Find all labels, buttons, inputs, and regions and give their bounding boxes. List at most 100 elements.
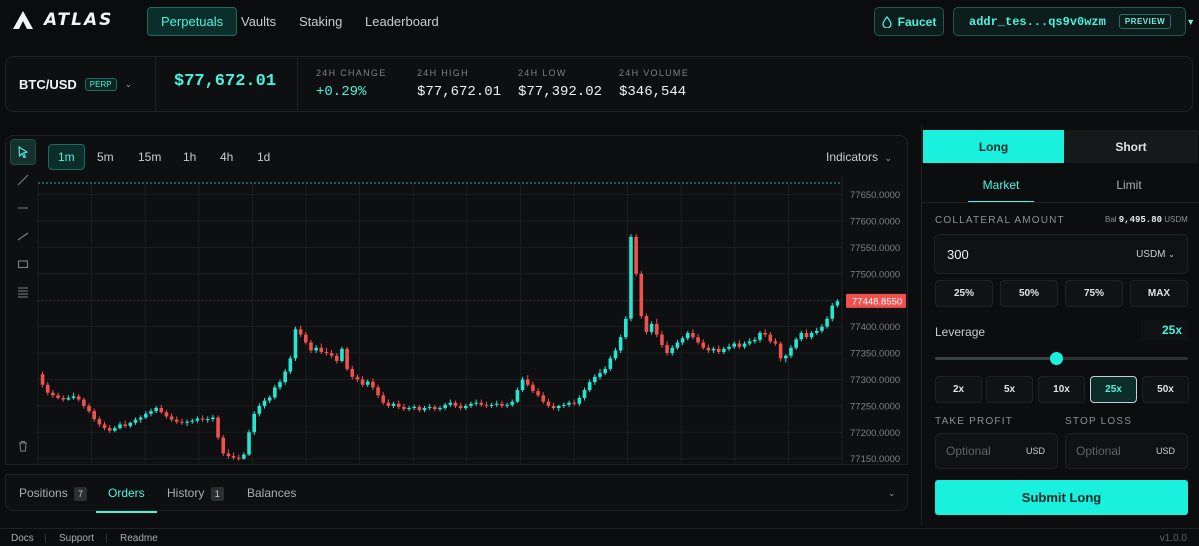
timeframe-1m[interactable]: 1m [48, 144, 85, 170]
submit-long-button[interactable]: Submit Long [935, 480, 1188, 515]
candle [453, 400, 458, 408]
rectangle-icon[interactable] [10, 251, 36, 277]
nav-tab-staking[interactable]: Staking [299, 14, 343, 29]
candle [525, 375, 530, 387]
candle [221, 434, 226, 457]
candle-body [665, 345, 669, 354]
leverage-10x-button[interactable]: 10x [1038, 376, 1085, 403]
candle [587, 379, 592, 393]
candle-body [40, 374, 45, 385]
timeframe-4h[interactable]: 4h [220, 150, 234, 164]
candle-body [257, 405, 262, 414]
ray-icon[interactable] [10, 223, 36, 249]
candle-body [113, 428, 117, 431]
percent-75-button[interactable]: 75% [1065, 280, 1123, 307]
horizontal-line-icon[interactable] [10, 195, 36, 221]
candle-body [144, 413, 148, 418]
balance-prefix: Bal [1105, 215, 1117, 224]
timeframe-1d[interactable]: 1d [257, 150, 271, 164]
footer-link-support[interactable]: Support [59, 533, 95, 544]
candle [211, 414, 215, 422]
candle-body [309, 342, 313, 351]
timeframe-5m[interactable]: 5m [97, 150, 114, 164]
candle [133, 417, 138, 425]
candle [118, 421, 122, 430]
candle-body [768, 334, 773, 342]
trend-line-icon[interactable] [10, 167, 36, 193]
leverage-slider-fill [935, 357, 1057, 360]
footer-link-docs[interactable]: Docs [11, 533, 34, 544]
logo[interactable]: ATLAS [12, 10, 113, 30]
timeframe-15m[interactable]: 15m [138, 150, 162, 164]
leverage-25x-button[interactable]: 25x [1090, 376, 1137, 403]
candle [144, 411, 148, 420]
candle [273, 384, 277, 400]
collateral-token-select[interactable]: USDM ⌄ [1136, 248, 1175, 260]
candle-body [515, 390, 520, 402]
short-tab[interactable]: Short [1064, 130, 1198, 163]
indicators-dropdown[interactable]: Indicators ⌄ [816, 144, 902, 170]
take-profit-input[interactable] [946, 444, 1026, 458]
candle [257, 403, 262, 417]
collateral-input[interactable]: 300 USDM ⌄ [934, 234, 1188, 274]
candle [422, 405, 427, 413]
leverage-2x-button[interactable]: 2x [935, 376, 982, 403]
candle-body [479, 402, 484, 405]
nav-tab-leaderboard[interactable]: Leaderboard [365, 14, 439, 29]
long-tab[interactable]: Long [923, 130, 1064, 163]
candle-body [185, 421, 189, 423]
max-button[interactable]: MAX [1130, 280, 1188, 307]
tab-history[interactable]: History 1 [167, 475, 224, 512]
percent-25-button[interactable]: 25% [935, 280, 993, 307]
candle-body [386, 402, 391, 406]
nav-tab-vaults[interactable]: Vaults [241, 14, 277, 29]
candle [618, 334, 623, 354]
percent-50-button[interactable]: 50% [1000, 280, 1058, 307]
tab-balances[interactable]: Balances [247, 475, 296, 512]
stop-loss-field[interactable]: USD [1065, 433, 1188, 469]
leverage-value[interactable]: 25x [1141, 320, 1188, 341]
market-order-tab[interactable]: Market [968, 173, 1034, 203]
stop-loss-input[interactable] [1076, 444, 1156, 458]
candle-body [293, 329, 298, 359]
candle-body [722, 348, 726, 352]
droplet-icon [882, 15, 892, 28]
candle-body [164, 412, 169, 417]
candle-body [469, 403, 473, 406]
candle-body [577, 397, 582, 404]
candlestick-chart[interactable]: 77650.0000 77600.0000 77550.0000 77500.0000… [6, 176, 908, 465]
leverage-5x-button[interactable]: 5x [986, 376, 1033, 403]
fib-icon[interactable] [10, 279, 36, 305]
candle-body [211, 417, 215, 420]
timeframe-1h[interactable]: 1h [183, 150, 197, 164]
wallet-button[interactable]: addr_tes...qs9v0wzm PREVIEW ▼ [953, 7, 1195, 36]
candle [283, 368, 287, 385]
candle [169, 413, 174, 422]
faucet-button[interactable]: Faucet [874, 7, 944, 36]
cursor-icon[interactable] [10, 139, 36, 165]
limit-order-tab[interactable]: Limit [1116, 178, 1142, 192]
active-tab-indicator [96, 511, 157, 513]
pair-selector[interactable]: BTC/USD PERP ⌄ [19, 77, 132, 92]
candle [768, 331, 773, 344]
chevron-down-icon[interactable]: ⌄ [888, 488, 896, 498]
candle-body [799, 332, 804, 340]
candle-body [474, 402, 478, 404]
nav-tab-perpetuals[interactable]: Perpetuals [147, 7, 238, 36]
leverage-slider[interactable] [935, 352, 1188, 365]
candle [830, 302, 835, 322]
take-profit-field[interactable]: USD [935, 433, 1058, 469]
footer-link-readme[interactable]: Readme [120, 533, 158, 544]
candle [639, 271, 644, 319]
candle-body [262, 400, 267, 406]
tab-positions[interactable]: Positions 7 [19, 475, 88, 512]
candle [644, 313, 649, 335]
trash-icon[interactable] [10, 433, 36, 459]
candle [505, 402, 509, 408]
leverage-slider-thumb[interactable] [1050, 352, 1064, 365]
candle-body [422, 408, 427, 411]
y-tick-label: 77650.0000 [850, 190, 900, 201]
tab-orders[interactable]: Orders [96, 475, 157, 513]
candle [185, 419, 189, 426]
leverage-50x-button[interactable]: 50x [1142, 376, 1189, 403]
